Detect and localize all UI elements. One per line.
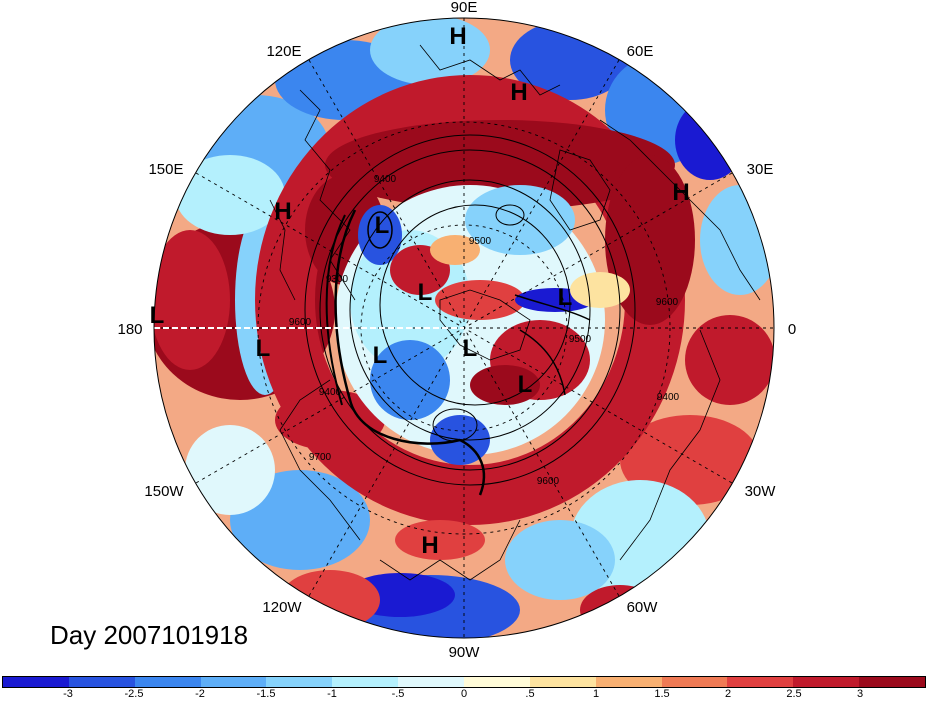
lon-label-120w: 120W xyxy=(262,599,302,616)
low-pressure-mark: L xyxy=(375,212,390,239)
colorbar-tick-label: -.5 xyxy=(391,688,405,700)
lon-label-30e: 30E xyxy=(747,161,774,178)
colorbar-tick-label: 2 xyxy=(724,688,732,700)
low-pressure-mark: L xyxy=(518,371,533,398)
colorbar-swatch xyxy=(134,677,201,687)
map-title: Day 2007101918 xyxy=(50,620,249,650)
lon-label-60e: 60E xyxy=(627,43,654,60)
colorbar-swatch xyxy=(859,677,926,687)
lon-label-150w: 150W xyxy=(144,483,184,500)
contour-label: 9400 xyxy=(374,174,397,185)
colorbar-swatch xyxy=(464,677,530,687)
colorbar-tick-labels: -3 -2.5 -2 -1.5 -1 -.5 0 .5 1 1.5 2 2.5 3 xyxy=(2,688,926,702)
contour-label: 9400 xyxy=(319,387,342,398)
map-boundary xyxy=(153,17,775,639)
colorbar-swatch xyxy=(68,677,135,687)
colorbar-swatch xyxy=(793,677,860,687)
high-pressure-mark: H xyxy=(274,198,291,225)
colorbar-tick-label: 0 xyxy=(460,688,468,700)
lon-label-60w: 60W xyxy=(627,599,659,616)
lon-label-120e: 120E xyxy=(266,43,301,60)
high-pressure-mark: H xyxy=(421,532,438,559)
contour-value-labels: 9400 9500 9600 9600 9500 9400 9600 9700 9300 9400 xyxy=(289,174,680,487)
lon-label-30w: 30W xyxy=(745,483,777,500)
pressure-center-marks: H H H H H L L L L L L L L xyxy=(150,23,690,559)
colorbar-swatch xyxy=(661,677,728,687)
colorbar-tick-label: .5 xyxy=(525,688,535,700)
contour-label: 9400 xyxy=(657,392,680,403)
high-pressure-mark: H xyxy=(449,23,466,50)
low-pressure-mark: L xyxy=(558,284,573,311)
contour-label: 9600 xyxy=(289,317,312,328)
colorbar-tick-label: 1.5 xyxy=(654,688,670,700)
colorbar-swatch xyxy=(200,677,267,687)
colorbar xyxy=(2,676,926,688)
colorbar-swatch xyxy=(266,677,333,687)
colorbar-tick-label: -1 xyxy=(327,688,337,700)
colorbar-swatch xyxy=(332,677,399,687)
colorbar-swatch xyxy=(727,677,794,687)
lon-label-150e: 150E xyxy=(148,161,183,178)
height-contours xyxy=(304,134,636,496)
low-pressure-mark: L xyxy=(150,302,165,329)
coastlines xyxy=(269,44,761,581)
low-pressure-mark: L xyxy=(373,342,388,369)
colorbar-tick-label: 1 xyxy=(592,688,600,700)
lon-label-0: 0 xyxy=(788,321,796,338)
colorbar-tick-label: -3 xyxy=(63,688,73,700)
colorbar-tick-label: 2.5 xyxy=(786,688,802,700)
contour-label: 9300 xyxy=(326,274,349,285)
colorbar-tick-label: 3 xyxy=(856,688,864,700)
lon-label-180: 180 xyxy=(117,321,142,338)
contour-label: 9600 xyxy=(656,297,679,308)
contour-label: 9600 xyxy=(537,476,560,487)
low-pressure-mark: L xyxy=(463,335,478,362)
contour-label: 9500 xyxy=(569,334,592,345)
lon-label-90e: 90E xyxy=(451,0,478,16)
colorbar-tick-label: -1.5 xyxy=(256,688,276,700)
lon-label-90w: 90W xyxy=(449,644,481,661)
colorbar-swatch xyxy=(529,677,596,687)
colorbar-swatch xyxy=(3,677,69,687)
contour-label: 9500 xyxy=(469,236,492,247)
colorbar-tick-label: -2.5 xyxy=(124,688,144,700)
low-pressure-mark: L xyxy=(418,279,433,306)
colorbar-tick-label: -2 xyxy=(195,688,205,700)
inner-anomaly-patches xyxy=(335,185,630,465)
colorbar-swatch xyxy=(398,677,465,687)
anomaly-field xyxy=(154,18,774,638)
high-pressure-mark: H xyxy=(510,79,527,106)
colorbar-swatch xyxy=(595,677,662,687)
low-pressure-mark: L xyxy=(256,335,271,362)
high-pressure-mark: H xyxy=(672,179,689,206)
longitude-labels: 90E 60E 30E 0 30W 60W 90W 120W 150W 180 … xyxy=(117,0,796,661)
contour-label: 9700 xyxy=(309,452,332,463)
